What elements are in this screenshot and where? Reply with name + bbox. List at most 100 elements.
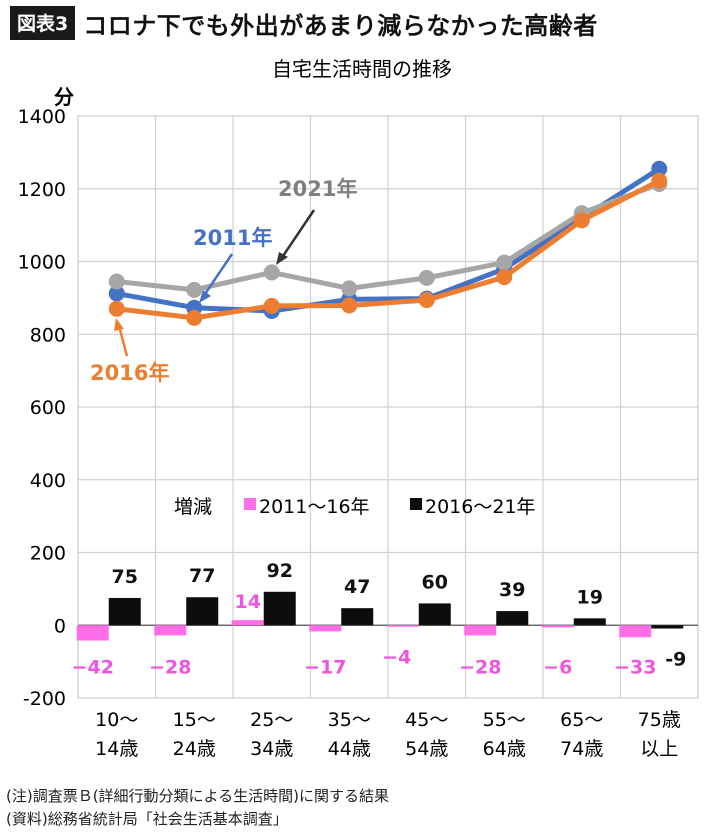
bar-label-2016-21: 75 [112, 566, 138, 588]
y-tick-label: 400 [30, 470, 66, 492]
legend-label-2016-21: 2016〜21年 [425, 496, 536, 518]
bar-2016-21 [341, 608, 374, 626]
bar-legend: 増減 2011〜16年 2016〜21年 [174, 496, 536, 518]
y-tick-label: 1400 [18, 106, 66, 128]
bar-label-2011-16: −28 [149, 656, 191, 678]
x-tick-label: 55〜 [483, 709, 526, 731]
bar-2011-16 [231, 620, 264, 626]
figure-badge: 図表3 [10, 6, 76, 40]
x-tick-label: 75歳 [638, 709, 681, 731]
marker-2016 [418, 292, 435, 309]
bar-label-2016-21: -9 [665, 648, 686, 670]
bar-label-2011-16: −28 [459, 656, 501, 678]
marker-2011 [108, 285, 125, 302]
marker-2016 [496, 269, 513, 286]
footnote-note: (注)調査票Ｂ(詳細行動分類による生活時間)に関する結果 [6, 787, 389, 805]
bar-2016-21 [573, 618, 606, 626]
bar-2016-21 [651, 625, 684, 629]
bar-2011-16 [619, 625, 652, 638]
y-axis-ticks: -200 0 200 400 600 800 1000 1200 1400 [18, 106, 66, 710]
bar-2016-21 [263, 591, 296, 626]
bar-2011-16 [154, 625, 187, 636]
bars [76, 591, 684, 641]
marker-2016 [573, 212, 590, 229]
bar-label-2016-21: 39 [499, 579, 525, 601]
x-tick-label: 15〜 [173, 709, 216, 731]
x-tick-label: 14歳 [95, 738, 138, 760]
series-label-2011: 2011年 [193, 226, 272, 250]
line-2016 [116, 178, 661, 321]
series-annotations: 2011年 2021年 2016年 [90, 177, 357, 385]
bar-label-2016-21: 19 [577, 586, 603, 608]
footnotes: (注)調査票Ｂ(詳細行動分類による生活時間)に関する結果 (資料)総務省統計局「… [6, 785, 389, 831]
legend-label-2011-16: 2011〜16年 [259, 496, 370, 518]
y-tick-label: 200 [30, 543, 66, 565]
x-tick-label: 35〜 [328, 709, 371, 731]
bar-label-2011-16: −42 [72, 656, 114, 678]
marker-2016 [341, 297, 358, 314]
figure-title: コロナ下でも外出があまり減らなかった高齢者 [83, 11, 598, 40]
arrowhead-2021 [276, 252, 288, 265]
bar-legend-title: 増減 [174, 496, 212, 518]
bar-label-2016-21: 77 [189, 565, 215, 587]
y-tick-label: -200 [23, 688, 66, 710]
x-tick-label: 54歳 [405, 738, 448, 760]
x-axis-ticks: 10〜 14歳 15〜 24歳 25〜 34歳 35〜 44歳 45〜 54歳 55〜 64歳 65〜 7… [95, 709, 681, 760]
x-tick-label: 10〜 [95, 709, 138, 731]
bar-2016-21 [418, 603, 451, 626]
arrow-2021 [279, 209, 316, 260]
legend-swatch-2016-21 [410, 498, 422, 510]
chart-svg: -200 0 200 400 600 800 1000 1200 1400 −42 −28 14 −1… [18, 57, 699, 760]
marker-2016 [651, 172, 668, 189]
x-tick-label: 34歳 [250, 738, 293, 760]
bar-label-2016-21: 47 [344, 576, 370, 598]
bar-labels: −42 −28 14 −17 −4 −28 −6 −33 75 77 92 47 60 39 19 -9 [72, 560, 687, 678]
bar-2016-21 [186, 597, 219, 626]
y-axis-unit: 分 [54, 85, 74, 109]
bar-2011-16 [464, 625, 497, 636]
y-tick-label: 1000 [18, 252, 66, 274]
bar-2011-16 [76, 625, 109, 641]
y-tick-label: 800 [30, 324, 66, 346]
bar-label-2011-16: −17 [304, 656, 346, 678]
x-tick-label: 以上 [640, 738, 678, 760]
y-tick-label: 0 [54, 615, 66, 637]
x-tick-label: 24歳 [173, 738, 216, 760]
chart-title: 自宅生活時間の推移 [272, 57, 452, 81]
x-tick-label: 44歳 [328, 738, 371, 760]
bar-2016-21 [496, 611, 529, 626]
marker-2021 [186, 281, 203, 298]
bar-label-2011-16: −33 [614, 656, 656, 678]
bar-2011-16 [309, 625, 342, 632]
figure-header: 図表3 コロナ下でも外出があまり減らなかった高齢者 [10, 6, 598, 40]
marker-2021 [341, 280, 358, 297]
bar-label-2016-21: 92 [267, 560, 293, 582]
marker-2021 [108, 273, 125, 290]
x-tick-label: 65〜 [560, 709, 603, 731]
marker-2021 [263, 264, 280, 281]
line-2011 [116, 166, 661, 314]
arrowhead-2011 [199, 290, 211, 303]
x-tick-label: 25〜 [250, 709, 293, 731]
y-tick-label: 600 [30, 397, 66, 419]
bar-2011-16 [541, 625, 574, 628]
x-tick-label: 64歳 [483, 738, 526, 760]
x-tick-label: 74歳 [560, 738, 603, 760]
bar-2011-16 [386, 625, 419, 627]
series-label-2021: 2021年 [278, 177, 357, 201]
legend-swatch-2011-16 [244, 498, 256, 510]
marker-2016 [186, 309, 203, 326]
marker-2021 [496, 254, 513, 271]
bar-label-2011-16: −6 [543, 656, 572, 678]
marker-2021 [418, 269, 435, 286]
bar-label-2011-16: 14 [235, 591, 261, 613]
marker-2016 [263, 297, 280, 314]
lines [108, 160, 668, 326]
marker-2011 [651, 160, 668, 177]
bar-label-2011-16: −4 [382, 646, 411, 668]
arrow-2011 [201, 253, 234, 298]
bar-2016-21 [108, 597, 141, 626]
marker-2016 [108, 300, 125, 317]
bar-label-2016-21: 60 [422, 571, 448, 593]
footnote-source: (資料)総務省統計局「社会生活基本調査」 [6, 810, 288, 828]
